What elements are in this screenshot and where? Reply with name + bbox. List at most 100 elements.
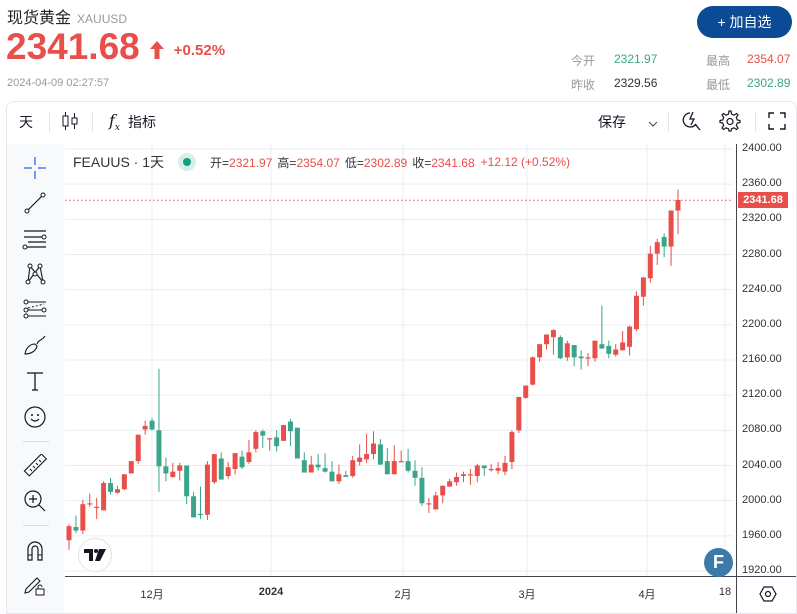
trend-line-tool[interactable] [22,192,48,218]
market-status-icon [178,153,197,171]
ruler-icon [23,452,48,483]
brush-icon [23,333,47,362]
legend-low: 低=2302.89 [344,155,408,170]
quote-timestamp: 2024-04-09 02:27:57 [7,77,110,89]
chart-widget: 天 fx 指标 保存 [6,101,797,614]
time-tick-label: 2024 [258,586,284,598]
high-value: 2354.07 [747,52,791,66]
settings-button[interactable] [719,102,741,142]
price-tick-label: 2400.00 [742,142,782,154]
lightning-search-icon [681,110,703,135]
chart-type-button[interactable] [62,102,78,142]
indicators-label: 指标 [128,114,156,130]
chart-toolbar: 天 fx 指标 保存 [7,102,796,142]
price-tick-label: 2240.00 [742,282,782,295]
chevron-down-icon [648,114,658,130]
time-tick-label: 3月 [518,589,536,601]
toolbar-divider [668,112,669,132]
open-value: 2321.97 [614,52,658,66]
time-tick-label: 2月 [394,589,412,601]
prev-close-value: 2329.56 [614,76,658,90]
instrument-name: 现货黄金 [7,10,72,27]
quote-header: 现货黄金 XAUUSD 2341.68 +0.52% 2024-04-09 02… [0,0,797,100]
toolbar-divider [755,112,756,132]
fullscreen-icon [768,111,786,133]
zoom-in-tool[interactable] [22,489,48,518]
open-label: 今开 [571,54,596,68]
brush-tool[interactable] [22,334,48,360]
legend-close: 收=2341.68 [412,155,475,170]
price-axis[interactable]: 2400.00 2360.00 2320.00 2280.00 2240.00 2200.… [736,142,796,576]
legend-symbol: FEAUUS · 1天 [73,154,165,170]
toolbar-divider [92,112,93,132]
save-dropdown-button[interactable] [648,102,658,142]
time-axis[interactable]: 12月 2024 2月 3月 4月 18 [65,576,736,613]
price-row: 2341.68 +0.52% [6,26,225,68]
fib-channel-icon [22,298,48,327]
price-tick-label: 2040.00 [742,458,782,471]
last-price-tag: 2341.68 [738,192,788,209]
price-tick-label: 2000.00 [742,493,782,506]
instrument-symbol: XAUUSD [77,12,128,26]
price-tick-label: 2200.00 [742,317,782,330]
zoom-in-icon [23,489,47,518]
crosshair-tool[interactable] [22,156,48,185]
indicators-button[interactable]: fx 指标 [109,102,156,142]
horizontal-lines-tool[interactable] [22,228,48,254]
change-percent: +0.52% [173,41,226,59]
time-tick-label: 12月 [140,589,164,601]
quick-search-button[interactable] [681,102,703,142]
price-tick-label: 2160.00 [742,353,782,365]
low-value: 2302.89 [747,76,791,90]
price-tick-label: 1960.00 [742,528,782,541]
tool-divider [23,441,49,442]
last-price: 2341.68 [6,26,140,67]
candlestick-chart[interactable] [65,144,733,576]
low-label: 最低 [706,78,731,92]
lock-drawings-tool[interactable] [22,574,48,600]
tool-divider [23,525,49,526]
measure-tool[interactable] [22,452,48,483]
interval-button[interactable]: 天 [19,102,37,142]
chart-legend: FEAUUS · 1天 开=2321.97 高=2354.07 低=2302.8… [73,152,570,172]
text-tool[interactable] [22,370,48,396]
price-tick-label: 2120.00 [742,388,782,401]
high-label: 最高 [706,54,731,68]
pattern-tool[interactable] [22,263,48,289]
horizontal-lines-icon [22,227,48,256]
instrument-title: 现货黄金 XAUUSD [7,4,127,28]
hexagon-settings-icon [758,585,777,608]
gear-icon [719,109,741,135]
axis-settings-button[interactable] [736,576,796,613]
legend-change: +12.12 (+0.52%) [480,155,571,169]
candlestick-icon [62,111,78,134]
save-button[interactable]: 保存 [598,102,626,142]
price-tick-label: 2360.00 [742,177,782,190]
smiley-icon [23,405,47,434]
save-label: 保存 [598,114,626,130]
trend-line-icon [23,191,47,220]
pencil-lock-icon [23,573,47,602]
f-badge-icon[interactable]: F [704,548,733,577]
fib-channel-tool[interactable] [22,299,48,325]
price-tick-label: 1920.00 [742,564,782,576]
magnet-icon [23,538,47,567]
tradingview-logo[interactable] [78,538,112,572]
arrow-up-icon [149,41,164,59]
function-icon: fx [109,110,120,134]
price-tick-label: 2280.00 [742,247,782,260]
fullscreen-button[interactable] [768,102,786,142]
drawing-toolbar: ‹ [7,144,64,613]
pattern-icon [23,262,47,291]
add-to-watchlist-button[interactable]: + 加自选 [697,6,792,38]
time-tick-label: 4月 [638,589,656,601]
interval-label: 天 [19,114,33,130]
emoji-tool[interactable] [22,405,48,434]
prev-close-label: 昨收 [571,78,596,92]
magnet-tool[interactable] [22,539,48,565]
time-tick-label: 18 [718,586,732,598]
legend-open: 开=2321.97 [210,155,273,170]
price-tick-label: 2320.00 [742,212,782,225]
crosshair-icon [23,156,47,185]
legend-high: 高=2354.07 [277,155,340,170]
